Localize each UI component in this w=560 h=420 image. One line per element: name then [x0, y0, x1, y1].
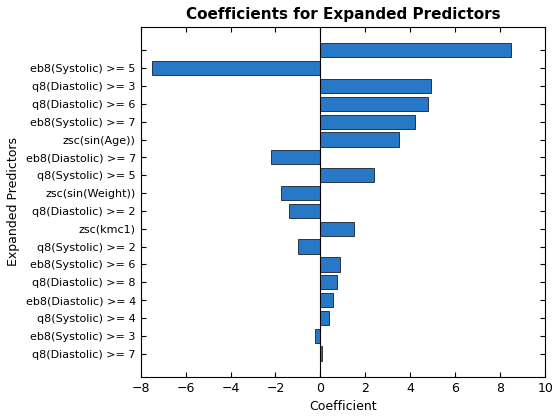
Bar: [320, 79, 431, 93]
Bar: [320, 132, 399, 147]
Bar: [152, 61, 320, 75]
Bar: [320, 346, 322, 361]
Bar: [320, 43, 511, 58]
Bar: [320, 168, 374, 182]
Bar: [320, 293, 333, 307]
Bar: [271, 150, 320, 165]
Bar: [298, 239, 320, 254]
Bar: [281, 186, 320, 200]
Bar: [315, 328, 320, 343]
Bar: [320, 115, 415, 129]
Bar: [320, 311, 329, 325]
Title: Coefficients for Expanded Predictors: Coefficients for Expanded Predictors: [185, 7, 500, 22]
Bar: [320, 257, 340, 272]
Y-axis label: Expanded Predictors: Expanded Predictors: [7, 137, 20, 266]
Bar: [320, 275, 337, 289]
Bar: [320, 97, 428, 111]
Bar: [289, 204, 320, 218]
X-axis label: Coefficient: Coefficient: [309, 400, 377, 413]
Bar: [320, 222, 354, 236]
